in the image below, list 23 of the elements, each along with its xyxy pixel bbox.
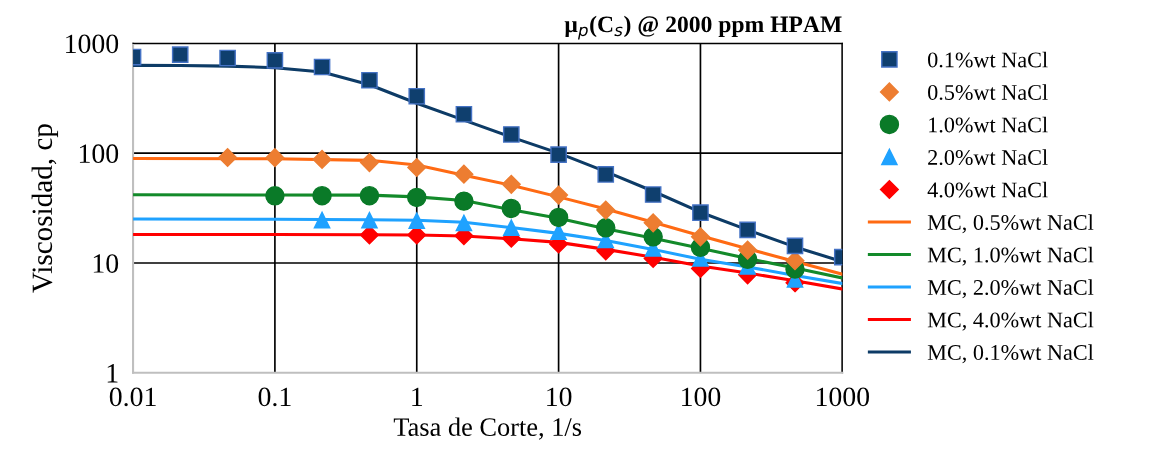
legend-label: MC, 2.0%wt NaCl [927,279,1094,299]
legend-label: 0.1%wt NaCl [928,51,1048,68]
y-axis-title: Viscosidad, cp [31,124,59,293]
legend-label: 4.0%wt NaCl [927,181,1048,198]
legend-label: 0.5%wt NaCl [928,84,1048,101]
y-tick-label: 1000 [66,34,119,54]
x-tick-label: 0.1 [258,387,291,407]
x-tick-label: 10 [547,387,572,407]
y-tick-label: 10 [93,254,119,273]
legend-label: 1.0%wt NaCl [929,116,1048,133]
x-tick-label: 100 [682,387,721,407]
y-tick-label: 100 [79,144,119,164]
x-tick-label: 1000 [816,387,870,407]
x-tick-label: 0.01 [109,387,156,407]
chart-title: μ$_{p}$(C$_{s}$) @ 2000 ppm HPAM [564,15,842,40]
y-tick-label: 1 [107,364,118,383]
legend-label: MC, 4.0%wt NaCl [927,311,1094,331]
legend-label: 2.0%wt NaCl [928,149,1048,166]
legend-label: MC, 0.5%wt NaCl [927,214,1094,234]
legend-label: MC, 0.1%wt NaCl [927,344,1094,364]
x-tick-label: 1 [412,387,423,406]
legend-label: MC, 1.0%wt NaCl [927,246,1094,266]
x-axis-title: Tasa de Corte, 1/s [393,417,582,440]
